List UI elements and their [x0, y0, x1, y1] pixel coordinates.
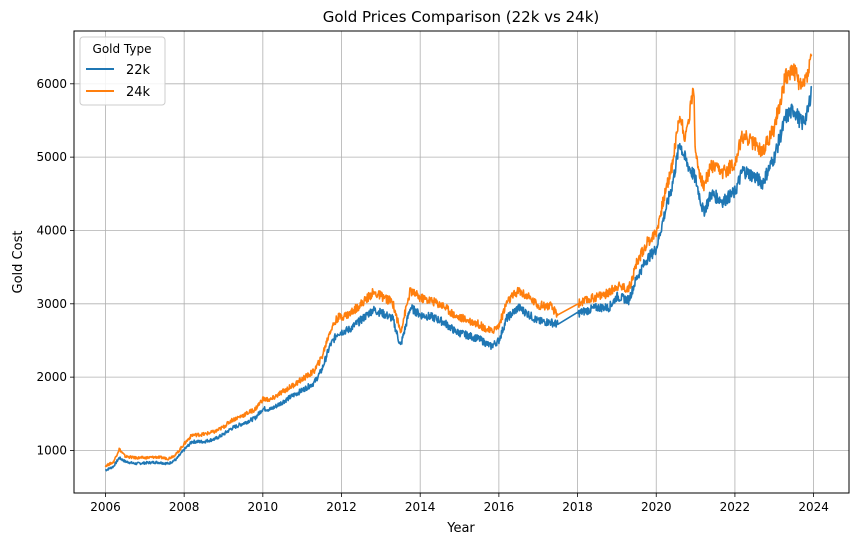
x-tick-label: 2016	[484, 500, 515, 514]
x-tick-label: 2006	[90, 500, 121, 514]
series-line-24k	[104, 53, 813, 468]
y-tick-label: 5000	[36, 150, 67, 164]
x-tick-label: 2014	[405, 500, 436, 514]
plot-frame	[73, 30, 850, 494]
x-tick-label: 2012	[326, 500, 357, 514]
x-tick-label: 2020	[641, 500, 672, 514]
y-axis-label: Gold Cost	[11, 231, 26, 294]
x-tick-label: 2010	[248, 500, 279, 514]
x-tick-label: 2018	[562, 500, 593, 514]
series-line-22k	[104, 85, 813, 472]
series-lines	[104, 53, 813, 472]
y-tick-label: 3000	[36, 297, 67, 311]
x-tick-label: 2022	[720, 500, 751, 514]
legend-label-24k: 24k	[126, 85, 151, 100]
legend-label-22k: 22k	[126, 63, 151, 78]
y-tick-label: 6000	[36, 77, 67, 91]
y-tick-label: 2000	[36, 370, 67, 384]
legend-title: Gold Type	[93, 42, 152, 56]
y-tick-label: 1000	[36, 443, 67, 457]
chart-title: Gold Prices Comparison (22k vs 24k)	[323, 8, 600, 26]
x-tick-label: 2024	[798, 500, 829, 514]
legend-box	[79, 36, 166, 106]
x-tick-label: 2008	[169, 500, 200, 514]
axes: 2006 2008 2010 2012 2014 2016 2018 2020 2022 2024…	[36, 77, 828, 514]
y-tick-label: 4000	[36, 223, 67, 237]
legend: Gold Type 22k 24k	[79, 36, 166, 106]
grid-lines	[74, 31, 849, 493]
x-axis-label: Year	[446, 521, 475, 536]
